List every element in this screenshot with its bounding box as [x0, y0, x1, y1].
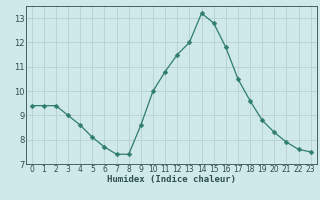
- X-axis label: Humidex (Indice chaleur): Humidex (Indice chaleur): [107, 175, 236, 184]
